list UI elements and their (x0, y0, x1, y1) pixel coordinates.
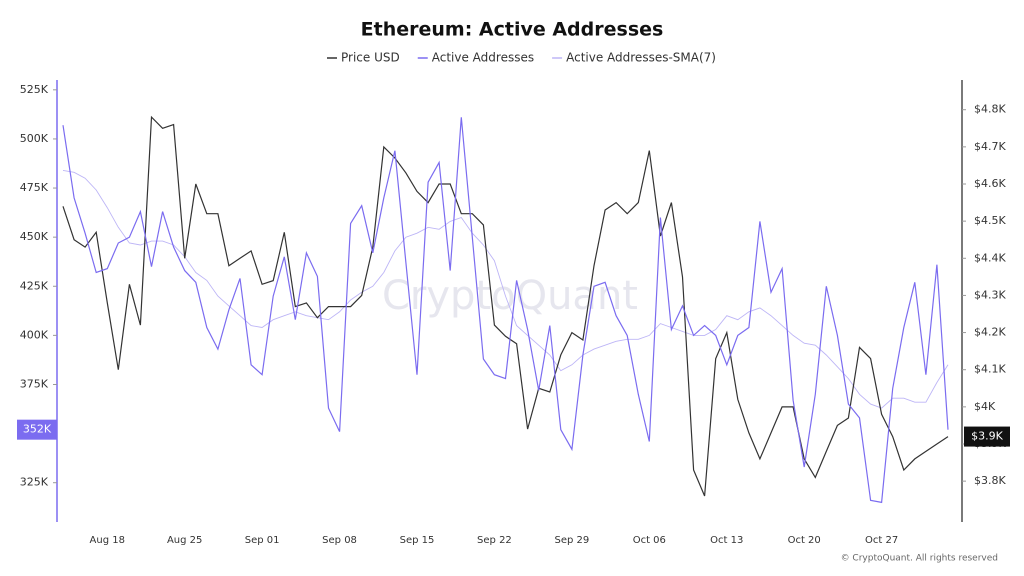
x-tick-label: Aug 18 (90, 535, 125, 546)
y-tick-label: 525K (20, 83, 49, 96)
last-value-label: 352K (23, 423, 52, 436)
y2-tick-label: $4.1K (974, 363, 1006, 376)
y-tick-label: 425K (20, 279, 49, 292)
y2-tick-label: $4.6K (974, 177, 1006, 190)
last-value-box (964, 426, 1010, 447)
credit: © CryptoQuant. All rights reserved (841, 554, 998, 564)
legend-label: Price USD (341, 51, 400, 65)
x-tick-label: Aug 25 (167, 535, 202, 546)
y-tick-label: 475K (20, 181, 49, 194)
y2-tick-label: $4.3K (974, 288, 1006, 301)
x-tick-label: Oct 06 (633, 535, 666, 546)
y2-tick-label: $4.8K (974, 103, 1006, 116)
last-value-label: $3.9K (971, 430, 1003, 443)
y2-tick-label: $4.7K (974, 140, 1006, 153)
y-tick-label: 400K (20, 328, 49, 341)
y2-tick-label: $4.2K (974, 326, 1006, 339)
watermark: CryptoQuant (382, 273, 638, 319)
series-line (62, 117, 949, 504)
legend-label: Active Addresses (432, 51, 534, 65)
y-tick-label: 325K (20, 476, 49, 489)
y2-tick-label: $4.4K (974, 251, 1006, 264)
x-tick-label: Sep 15 (400, 535, 435, 546)
series-line (62, 169, 949, 409)
last-value-box (17, 419, 57, 440)
y2-tick-label: $4.5K (974, 214, 1006, 227)
y-tick-label: 375K (20, 377, 49, 390)
x-tick-label: Oct 27 (865, 535, 898, 546)
x-tick-label: Oct 13 (710, 535, 743, 546)
y2-tick-label: $4K (974, 400, 996, 413)
legend-label: Active Addresses-SMA(7) (566, 51, 716, 65)
x-tick-label: Sep 01 (245, 535, 280, 546)
x-tick-label: Sep 29 (554, 535, 589, 546)
x-tick-label: Sep 08 (322, 535, 357, 546)
y-tick-label: 450K (20, 230, 49, 243)
x-tick-label: Oct 20 (788, 535, 821, 546)
chart-title: Ethereum: Active Addresses (361, 19, 664, 41)
x-tick-label: Sep 22 (477, 535, 512, 546)
y-tick-label: 500K (20, 132, 49, 145)
y2-tick-label: $3.8K (974, 474, 1006, 487)
